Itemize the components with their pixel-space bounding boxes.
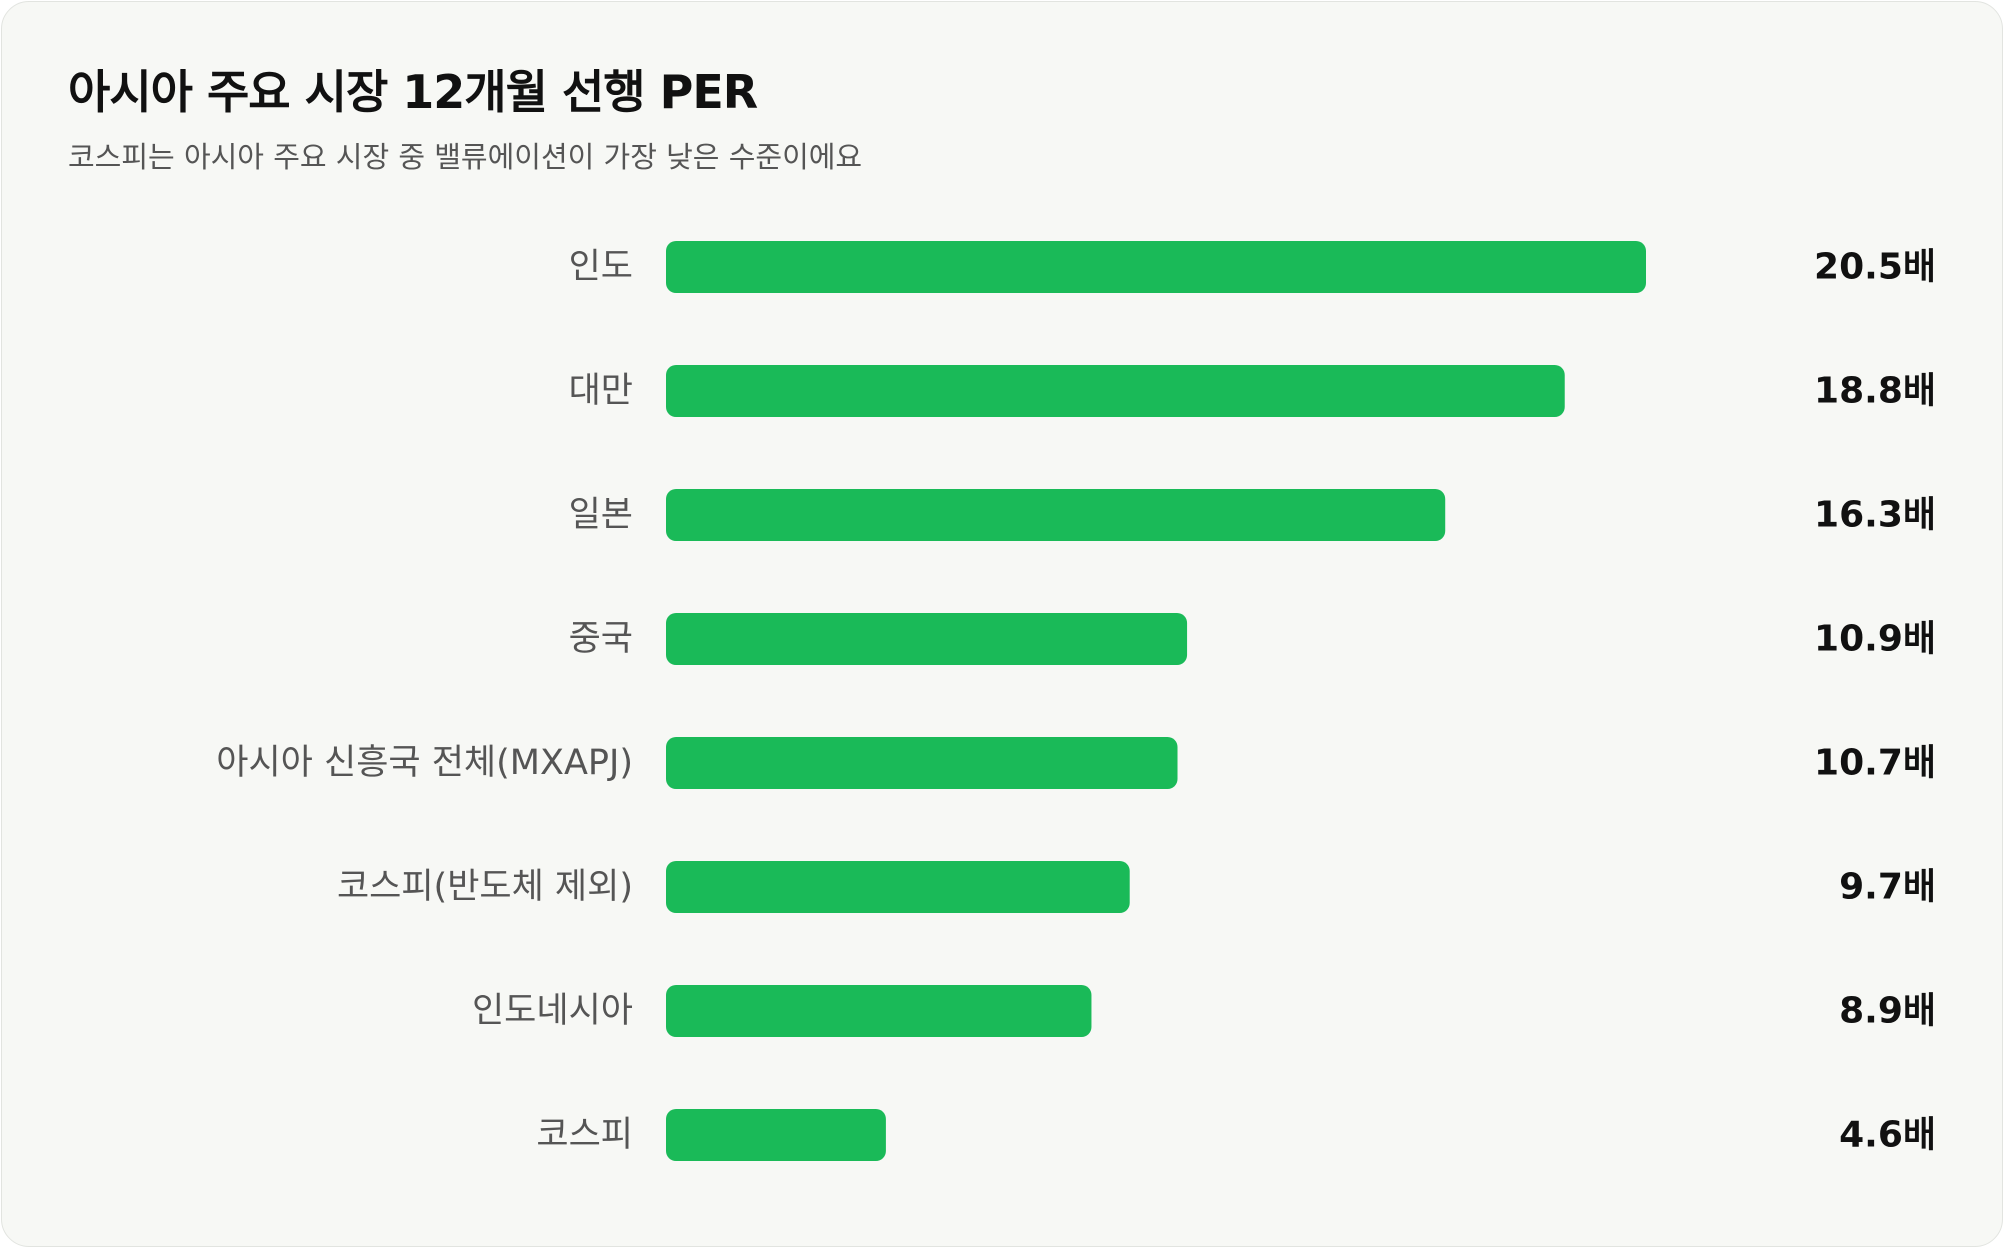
category-label: 코스피 — [536, 1115, 633, 1155]
category-label: 코스피(반도체 제외) — [337, 867, 633, 907]
value-label: 10.9배 — [1814, 619, 1936, 660]
value-label: 10.7배 — [1814, 743, 1936, 784]
chart-subtitle: 코스피는 아시아 주요 시장 중 밸류에이션이 가장 낮은 수준이에요 — [68, 140, 863, 174]
value-label: 9.7배 — [1839, 867, 1936, 908]
bar — [666, 861, 1130, 913]
category-label: 인도 — [569, 247, 633, 287]
bar — [666, 241, 1646, 293]
value-label: 8.9배 — [1839, 991, 1936, 1032]
bar — [666, 737, 1178, 789]
category-label: 일본 — [569, 495, 633, 535]
value-label: 16.3배 — [1814, 495, 1936, 536]
bar — [666, 985, 1092, 1037]
category-label: 중국 — [569, 619, 633, 659]
bar — [666, 489, 1446, 541]
bar — [666, 613, 1188, 665]
value-label: 4.6배 — [1839, 1115, 1936, 1156]
bar — [666, 365, 1565, 417]
category-label: 아시아 신흥국 전체(MXAPJ) — [216, 743, 633, 783]
category-label: 인도네시아 — [472, 991, 633, 1031]
chart-title: 아시아 주요 시장 12개월 선행 PER — [68, 65, 758, 119]
bar — [666, 1109, 886, 1161]
value-label: 20.5배 — [1814, 247, 1936, 288]
value-label: 18.8배 — [1814, 371, 1936, 412]
category-label: 대만 — [569, 371, 633, 411]
